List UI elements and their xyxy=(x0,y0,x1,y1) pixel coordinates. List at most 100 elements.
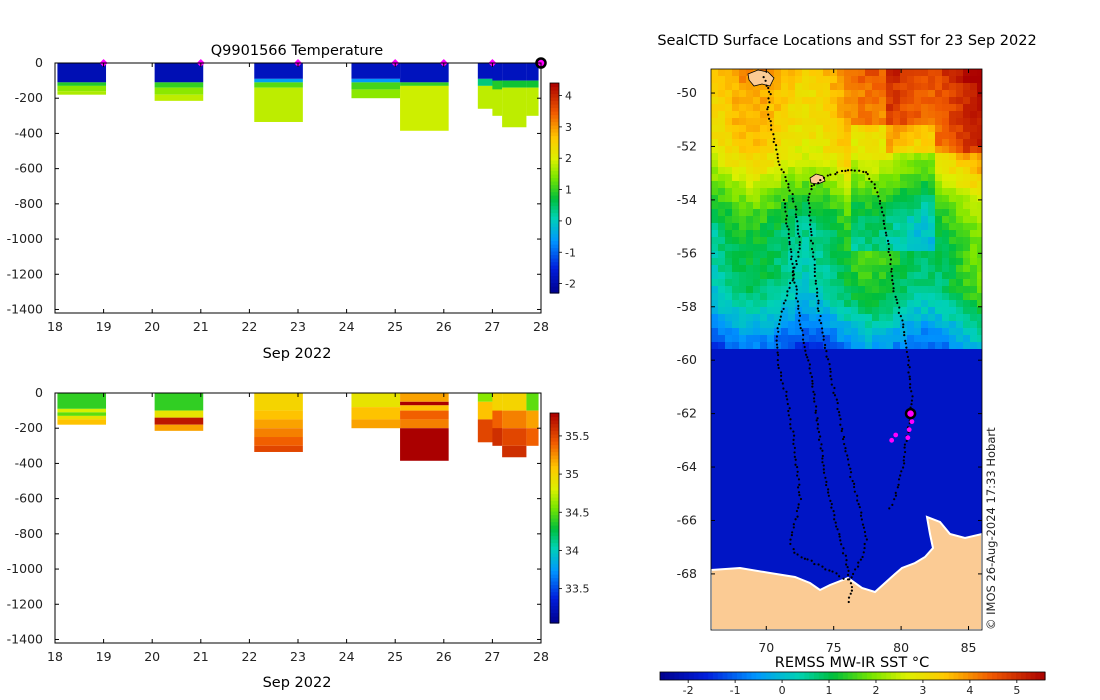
sst-cell xyxy=(802,433,809,440)
sst-cell xyxy=(802,153,809,160)
track-point xyxy=(808,206,811,209)
sst-cell xyxy=(718,377,725,384)
sst-cell xyxy=(837,244,844,251)
sst-cell xyxy=(830,342,837,349)
sst-cell xyxy=(837,370,844,377)
sst-cell xyxy=(886,160,893,167)
sst-cell xyxy=(746,258,753,265)
sst-cell xyxy=(886,440,893,447)
colorbar-segment xyxy=(550,163,559,168)
sst-cell xyxy=(795,160,802,167)
sst-cell xyxy=(830,146,837,153)
track-point xyxy=(784,299,787,302)
sst-cell xyxy=(746,244,753,251)
sst-cell xyxy=(914,188,921,195)
sst-cell xyxy=(746,286,753,293)
sst-cell xyxy=(963,475,970,482)
colorbar-segment xyxy=(550,588,559,593)
sst-cell xyxy=(739,153,746,160)
sst-cell xyxy=(760,258,767,265)
sst-cell xyxy=(809,356,816,363)
sst-cell xyxy=(914,475,921,482)
track-point xyxy=(785,390,788,393)
sst-cell xyxy=(977,83,982,90)
sst-cell xyxy=(718,125,725,132)
sst-cell xyxy=(837,349,844,356)
sst-cell xyxy=(900,300,907,307)
sst-cell xyxy=(956,195,963,202)
profile-6-band-0 xyxy=(492,393,503,411)
sst-cell xyxy=(767,559,774,566)
track-point xyxy=(844,446,847,450)
sst-cell xyxy=(900,405,907,412)
sst-cell xyxy=(711,552,718,559)
sst-cell xyxy=(844,531,851,538)
sst-cell xyxy=(746,461,753,468)
track-point xyxy=(830,383,833,386)
sst-cell xyxy=(781,321,788,328)
sst-cell xyxy=(767,398,774,405)
sst-cell xyxy=(774,293,781,300)
sst-cell xyxy=(879,293,886,300)
sst-cell xyxy=(893,181,900,188)
sst-cell xyxy=(900,76,907,83)
profile-0-band-0 xyxy=(57,393,107,409)
sst-cell xyxy=(795,447,802,454)
sst-cell xyxy=(809,517,816,524)
sst-cell xyxy=(837,468,844,475)
sst-cell xyxy=(851,132,858,139)
track-point xyxy=(841,552,845,555)
sst-cell xyxy=(711,468,718,475)
sst-cell xyxy=(956,307,963,314)
sst-colorbar-segment xyxy=(866,672,873,680)
sst-cell xyxy=(802,426,809,433)
sst-cell xyxy=(823,391,830,398)
sst-cell xyxy=(830,559,837,566)
sst-cell xyxy=(914,202,921,209)
sst-cell xyxy=(802,342,809,349)
sst-cell xyxy=(886,503,893,510)
colorbar-segment xyxy=(550,275,559,280)
profile-6-band-1 xyxy=(492,80,503,90)
sst-cell xyxy=(879,524,886,531)
sst-cell xyxy=(837,181,844,188)
sst-cell xyxy=(823,489,830,496)
sst-cell xyxy=(893,363,900,370)
sst-cell xyxy=(900,244,907,251)
colorbar-segment xyxy=(550,542,559,547)
sst-cell xyxy=(949,307,956,314)
sst-cell xyxy=(753,139,760,146)
sst-cell xyxy=(893,202,900,209)
sst-cell xyxy=(788,433,795,440)
sst-cell xyxy=(830,104,837,111)
sst-cell xyxy=(942,356,949,363)
sst-cell xyxy=(795,496,802,503)
sst-colorbar-segment xyxy=(799,672,805,680)
sst-cell xyxy=(760,559,767,566)
sst-cell xyxy=(823,286,830,293)
sst-cell xyxy=(809,545,816,552)
sst-cell xyxy=(921,433,928,440)
track-point xyxy=(827,494,830,497)
sst-cell xyxy=(725,440,732,447)
sst-cell xyxy=(851,279,858,286)
track-point xyxy=(766,108,769,111)
track-point xyxy=(813,274,816,278)
sst-cell xyxy=(949,293,956,300)
sst-colorbar-segment xyxy=(770,672,777,680)
y-tick-label: -1200 xyxy=(7,596,43,611)
sst-cell xyxy=(893,230,900,237)
sst-cell xyxy=(935,251,942,258)
sst-cell xyxy=(872,433,879,440)
sst-cell xyxy=(977,468,982,475)
sst-cell xyxy=(844,188,851,195)
sst-cell xyxy=(970,384,977,391)
sst-cell xyxy=(767,524,774,531)
sst-cell xyxy=(977,237,982,244)
profile-3-band-1 xyxy=(351,407,401,420)
sst-cell xyxy=(914,426,921,433)
track-point xyxy=(810,234,813,237)
sst-cell xyxy=(830,244,837,251)
sst-cell xyxy=(956,69,963,76)
